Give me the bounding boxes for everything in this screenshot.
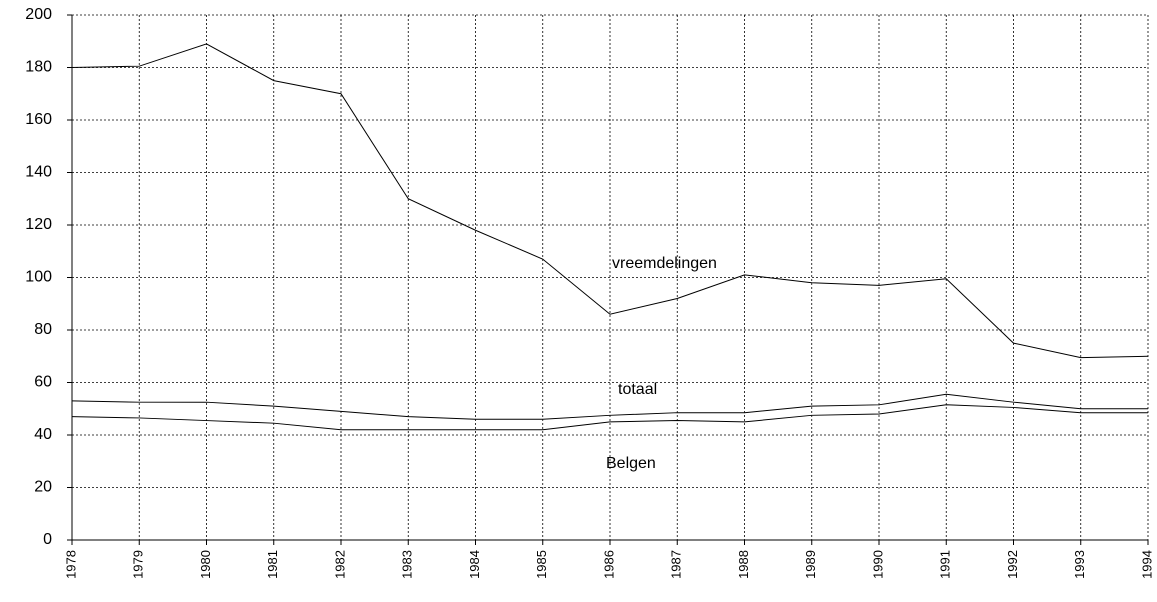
series-line: [71, 393, 1148, 420]
x-tick-label: 1981: [265, 550, 280, 579]
x-tick-label: 1985: [534, 550, 549, 579]
y-tick-label: 100: [25, 269, 52, 286]
y-tick-label: 140: [25, 164, 52, 181]
x-tick-label: 1979: [131, 550, 146, 579]
y-tick-label: 20: [34, 479, 52, 496]
x-tick-label: 1982: [332, 550, 347, 579]
y-tick-label: 0: [43, 531, 52, 548]
x-tick-label: 1992: [1005, 550, 1020, 579]
x-tick-label: 1984: [467, 550, 482, 579]
y-tick-label: 40: [34, 426, 52, 443]
y-tick-label: 180: [25, 59, 52, 76]
x-tick-label: 1994: [1139, 550, 1154, 579]
series-line: [71, 404, 1148, 431]
series-label: Belgen: [606, 455, 656, 472]
x-tick-label: 1988: [736, 550, 751, 579]
y-tick-label: 200: [25, 6, 52, 23]
x-tick-label: 1989: [803, 550, 818, 579]
series-label: totaal: [618, 381, 657, 398]
x-tick-label: 1987: [669, 550, 684, 579]
x-tick-label: 1993: [1072, 550, 1087, 579]
x-tick-label: 1990: [870, 550, 885, 579]
x-tick-label: 1980: [198, 550, 213, 579]
y-tick-label: 120: [25, 216, 52, 233]
series-line: [71, 43, 1149, 359]
y-tick-label: 160: [25, 111, 52, 128]
x-tick-label: 1986: [601, 550, 616, 579]
y-tick-label: 80: [34, 321, 52, 338]
series-label: vreemdelingen: [612, 255, 717, 272]
x-tick-label: 1991: [938, 550, 953, 579]
y-tick-label: 60: [34, 374, 52, 391]
x-tick-label: 1983: [400, 550, 415, 579]
x-tick-label: 1978: [63, 550, 78, 579]
